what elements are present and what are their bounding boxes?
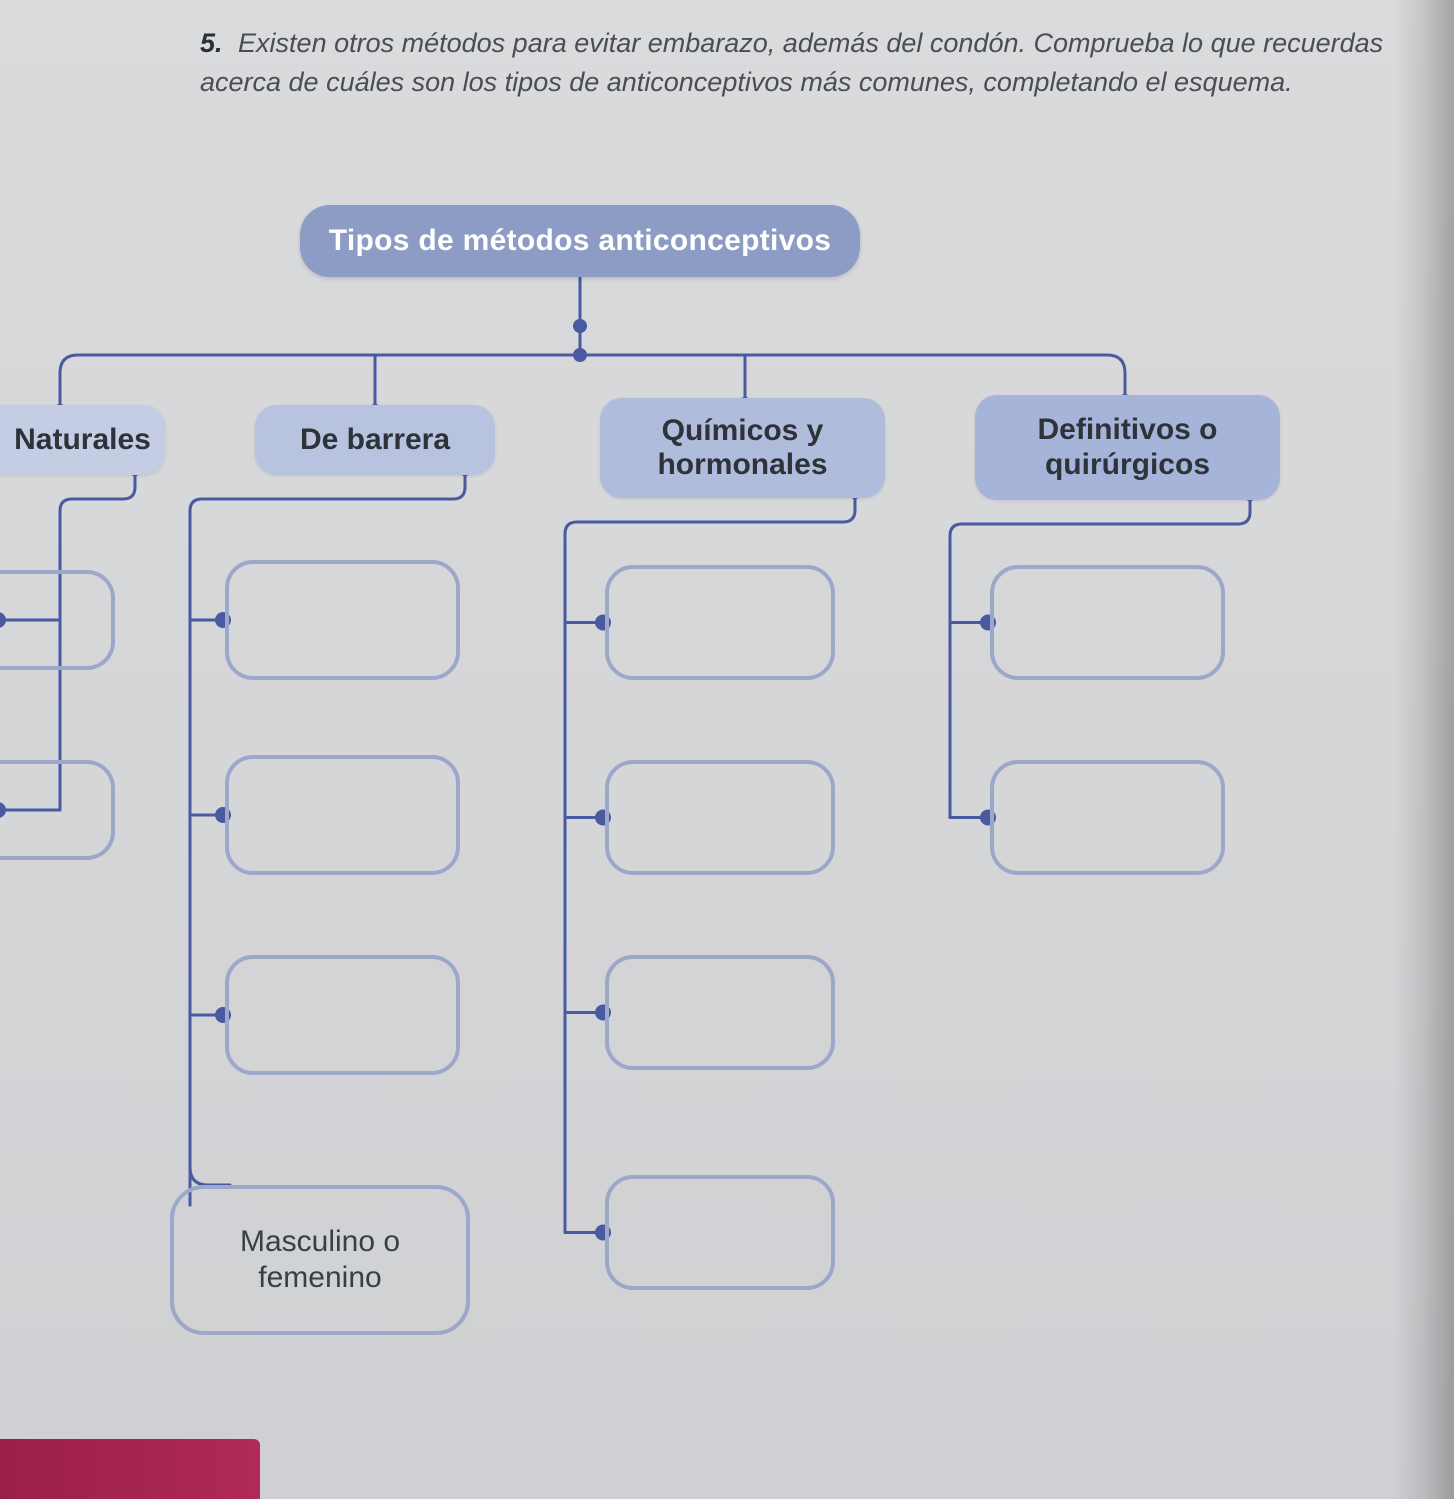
blank-quimicos-0 xyxy=(605,565,835,680)
category-definitivos: Definitivos o quirúrgicos xyxy=(975,395,1280,500)
leaf-barrera: Masculino o femenino xyxy=(170,1185,470,1335)
blank-definitivos-1 xyxy=(990,760,1225,875)
bottom-banner xyxy=(0,1439,260,1499)
root-node: Tipos de métodos anticonceptivos xyxy=(300,205,860,277)
blank-quimicos-1 xyxy=(605,760,835,875)
page: 5. Existen otros métodos para evitar emb… xyxy=(0,0,1454,1499)
question-number: 5. xyxy=(200,28,223,58)
category-quimicos: Químicos y hormonales xyxy=(600,398,885,498)
blank-definitivos-0 xyxy=(990,565,1225,680)
blank-naturales-1 xyxy=(0,760,115,860)
blank-quimicos-3 xyxy=(605,1175,835,1290)
blank-quimicos-2 xyxy=(605,955,835,1070)
blank-barrera-0 xyxy=(225,560,460,680)
category-barrera: De barrera xyxy=(255,405,495,475)
question-text: Existen otros métodos para evitar embara… xyxy=(200,28,1383,97)
page-spine-shadow xyxy=(1394,0,1454,1499)
blank-barrera-1 xyxy=(225,755,460,875)
category-naturales: Naturales xyxy=(0,405,165,475)
question-block: 5. Existen otros métodos para evitar emb… xyxy=(200,24,1394,102)
blank-naturales-0 xyxy=(0,570,115,670)
blank-barrera-2 xyxy=(225,955,460,1075)
